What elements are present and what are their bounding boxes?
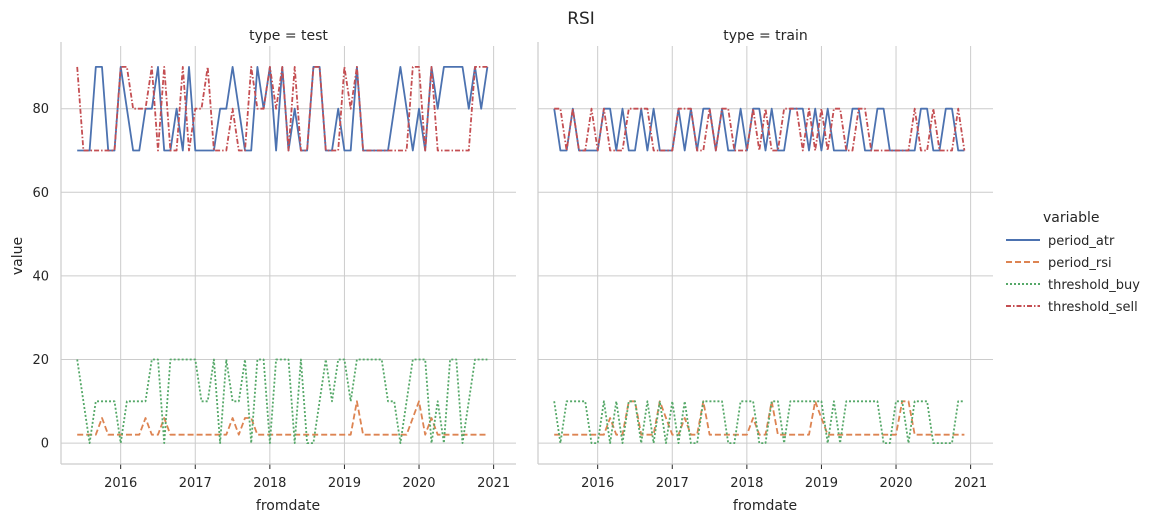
x-tick-label: 2017 [179,476,212,491]
y-tick-label: 0 [41,437,49,452]
legend-entry-threshold-buy: threshold_buy [1006,278,1140,293]
x-tick-label: 2020 [879,476,912,491]
y-tick-label: 20 [32,353,49,368]
y-axis-title: value [10,237,26,275]
legend-title: variable [1043,210,1099,226]
x-tick-label: 2020 [402,476,435,491]
legend-entry-period-atr: period_atr [1006,234,1115,249]
x-tick-label: 2016 [581,476,614,491]
x-tick-label: 2021 [477,476,510,491]
x-tick-label: 2018 [730,476,763,491]
x-tick-label: 2019 [328,476,361,491]
series-line-threshold-buy [553,400,965,445]
facet-title: type = test [249,28,328,44]
facet-panel-train: 2016 2017 2018 2019 2020 2021 type = train [537,28,993,491]
x-tick-label: 2017 [656,476,689,491]
y-tick-label: 60 [32,186,49,201]
series-line-threshold-sell [554,107,966,152]
legend-label-period-rsi: period_rsi [1048,256,1112,271]
series-line-period-atr [553,107,965,152]
y-tick-label: 80 [32,102,49,117]
facet-panel-test: 0 20 40 60 80 2016 2017 2018 2019 2020 2021 type = … [32,28,516,491]
x-tick-label: 2019 [805,476,838,491]
legend-label-threshold-sell: threshold_sell [1048,300,1138,315]
x-axis-title-test: fromdate [256,498,320,514]
x-tick-label: 2016 [104,476,137,491]
series-line-threshold-buy [76,358,488,445]
series-line-threshold-sell [76,66,488,152]
x-tick-label: 2018 [253,476,286,491]
legend-label-period-atr: period_atr [1048,234,1115,249]
series-line-period-rsi [554,400,965,436]
legend-label-threshold-buy: threshold_buy [1048,278,1140,293]
x-axis-title-train: fromdate [733,498,797,514]
facet-title: type = train [723,28,808,44]
x-tick-label: 2021 [954,476,987,491]
legend: variable period_atr period_rsi threshold… [1006,210,1140,315]
legend-entry-period-rsi: period_rsi [1006,256,1112,271]
series-line-period-rsi [77,400,488,436]
y-tick-label: 40 [32,269,49,284]
legend-entry-threshold-sell: threshold_sell [1006,300,1138,315]
chart-title: RSI [567,9,595,29]
